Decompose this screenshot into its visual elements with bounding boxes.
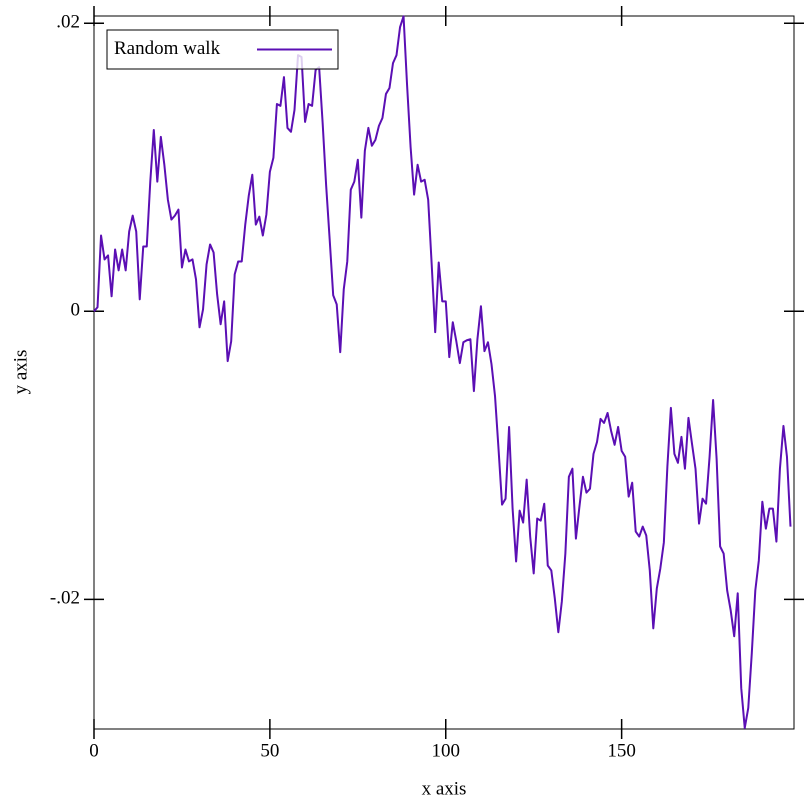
y-axis-label: y axis bbox=[10, 350, 31, 395]
plot-frame bbox=[93, 15, 795, 730]
x-tick-label: 150 bbox=[607, 740, 636, 761]
legend-label: Random walk bbox=[114, 38, 221, 59]
x-tick-label: 100 bbox=[432, 740, 461, 761]
data-line bbox=[93, 15, 792, 729]
x-tick-label: 50 bbox=[260, 740, 279, 761]
x-axis-label: x axis bbox=[422, 778, 467, 799]
y-tick-label: 0 bbox=[71, 300, 81, 321]
y-tick-label: .02 bbox=[56, 12, 80, 33]
x-tick-label: 0 bbox=[89, 740, 99, 761]
y-tick-label: -.02 bbox=[50, 588, 80, 609]
